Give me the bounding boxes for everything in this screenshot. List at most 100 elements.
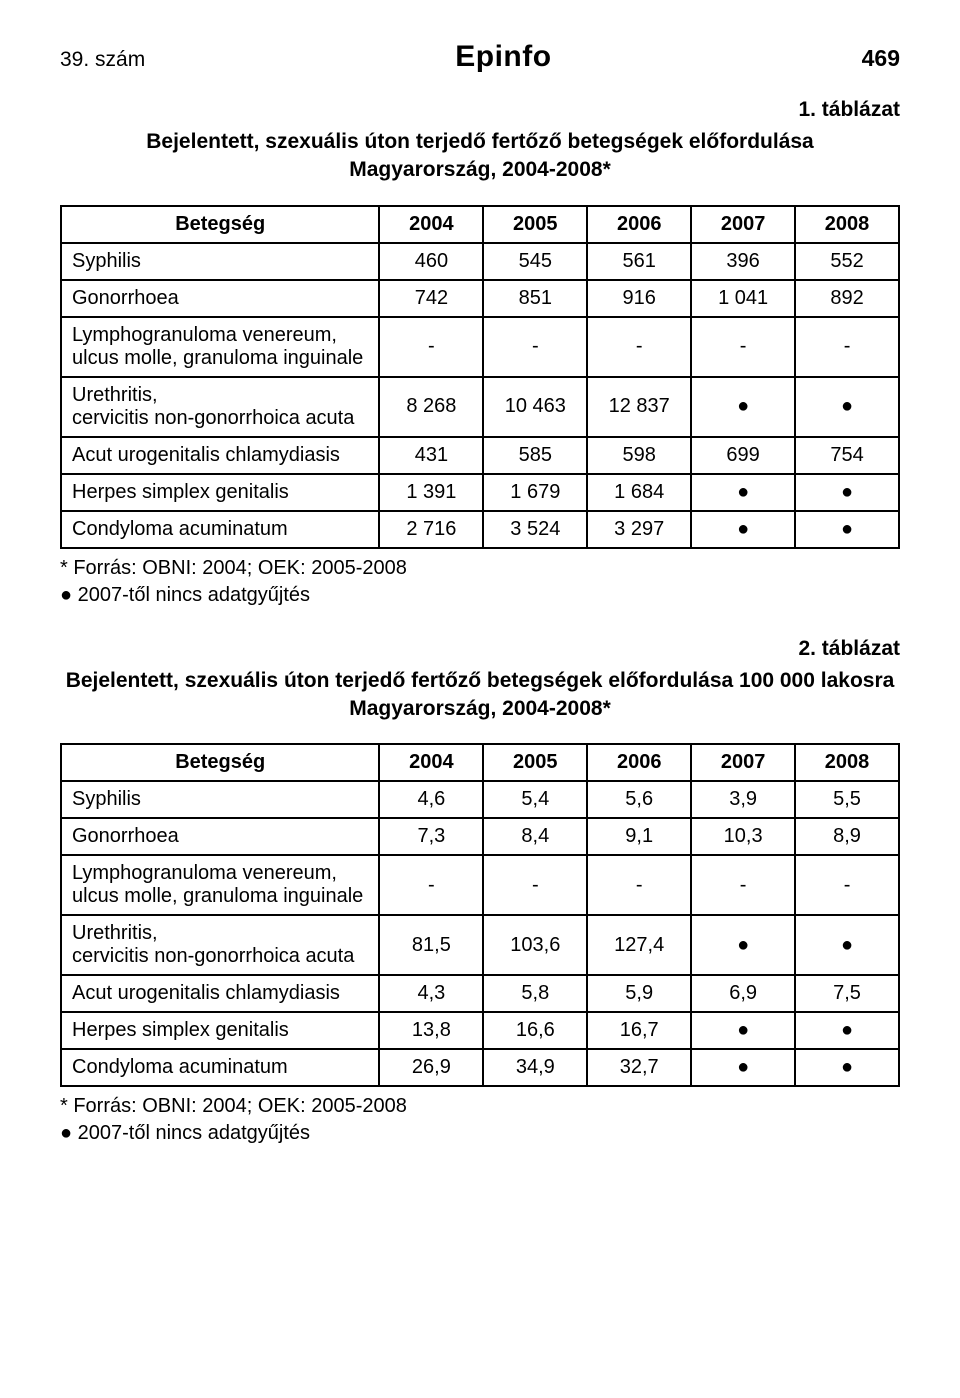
table-row: Gonorrhoea7,38,49,110,38,9	[61, 818, 899, 855]
row-value: -	[691, 317, 795, 377]
row-value: ●	[795, 1049, 899, 1086]
row-value: 552	[795, 243, 899, 280]
row-value: 9,1	[587, 818, 691, 855]
row-value: 396	[691, 243, 795, 280]
row-value: ●	[691, 915, 795, 975]
table1-footnote-line1: * Forrás: OBNI: 2004; OEK: 2005-2008	[60, 555, 900, 582]
row-value: 12 837	[587, 377, 691, 437]
row-value: 34,9	[483, 1049, 587, 1086]
row-value: -	[795, 317, 899, 377]
row-value: 754	[795, 437, 899, 474]
table2: Betegség 2004 2005 2006 2007 2008 Syphil…	[60, 743, 900, 1087]
row-label: Urethritis,cervicitis non-gonorrhoica ac…	[61, 915, 379, 975]
row-value: 103,6	[483, 915, 587, 975]
row-value: -	[379, 317, 483, 377]
row-label: Gonorrhoea	[61, 280, 379, 317]
row-value: 699	[691, 437, 795, 474]
row-value: 916	[587, 280, 691, 317]
row-label: Acut urogenitalis chlamydiasis	[61, 975, 379, 1012]
row-value: 5,4	[483, 781, 587, 818]
row-value: ●	[795, 511, 899, 548]
row-value: 2 716	[379, 511, 483, 548]
table1-col-betegseg: Betegség	[61, 206, 379, 243]
row-value: ●	[795, 474, 899, 511]
row-value: 545	[483, 243, 587, 280]
row-value: ●	[691, 474, 795, 511]
table-row: Syphilis4,65,45,63,95,5	[61, 781, 899, 818]
table2-col-2004: 2004	[379, 744, 483, 781]
row-value: ●	[691, 1049, 795, 1086]
row-value: 8,9	[795, 818, 899, 855]
table-row: Herpes simplex genitalis13,816,616,7●●	[61, 1012, 899, 1049]
row-value: 10,3	[691, 818, 795, 855]
row-label: Urethritis,cervicitis non-gonorrhoica ac…	[61, 377, 379, 437]
header-issue-number: 39. szám	[60, 48, 145, 72]
row-value: 742	[379, 280, 483, 317]
row-value: -	[691, 855, 795, 915]
row-value: ●	[795, 915, 899, 975]
row-label: Gonorrhoea	[61, 818, 379, 855]
row-value: -	[483, 855, 587, 915]
table1-footnote: * Forrás: OBNI: 2004; OEK: 2005-2008 ● 2…	[60, 555, 900, 609]
row-value: 4,3	[379, 975, 483, 1012]
row-value: 1 391	[379, 474, 483, 511]
row-value: ●	[795, 377, 899, 437]
row-value: 7,5	[795, 975, 899, 1012]
page-header: 39. szám Epinfo 469	[60, 40, 900, 74]
row-value: 1 041	[691, 280, 795, 317]
table2-subtitle-line1: Bejelentett, szexuális úton terjedő fert…	[66, 669, 895, 692]
row-value: 5,6	[587, 781, 691, 818]
table1-subtitle-line2: Magyarország, 2004-2008*	[349, 158, 611, 181]
row-value: 561	[587, 243, 691, 280]
row-value: 3 524	[483, 511, 587, 548]
row-value: 10 463	[483, 377, 587, 437]
row-value: 6,9	[691, 975, 795, 1012]
table-row: Syphilis460545561396552	[61, 243, 899, 280]
table1-subtitle-line1: Bejelentett, szexuális úton terjedő fert…	[146, 130, 814, 153]
row-label: Herpes simplex genitalis	[61, 474, 379, 511]
header-title-epinfo: Epinfo	[455, 40, 551, 74]
row-value: 5,9	[587, 975, 691, 1012]
table-row: Urethritis,cervicitis non-gonorrhoica ac…	[61, 915, 899, 975]
table2-col-2007: 2007	[691, 744, 795, 781]
table-row: Acut urogenitalis chlamydiasis4315855986…	[61, 437, 899, 474]
table2-subtitle-line2: Magyarország, 2004-2008*	[349, 697, 611, 720]
table1-col-2004: 2004	[379, 206, 483, 243]
table2-col-2006: 2006	[587, 744, 691, 781]
header-page-number: 469	[862, 45, 900, 72]
row-value: 32,7	[587, 1049, 691, 1086]
row-value: 16,7	[587, 1012, 691, 1049]
row-value: 8 268	[379, 377, 483, 437]
row-label: Syphilis	[61, 781, 379, 818]
row-value: 460	[379, 243, 483, 280]
table-row: Gonorrhoea7428519161 041892	[61, 280, 899, 317]
table-row: Herpes simplex genitalis1 3911 6791 684●…	[61, 474, 899, 511]
row-value: 431	[379, 437, 483, 474]
table1-subtitle: Bejelentett, szexuális úton terjedő fert…	[60, 128, 900, 185]
table2-subtitle: Bejelentett, szexuális úton terjedő fert…	[60, 667, 900, 724]
row-value: 13,8	[379, 1012, 483, 1049]
table-row: Acut urogenitalis chlamydiasis4,35,85,96…	[61, 975, 899, 1012]
row-value: -	[379, 855, 483, 915]
table1-col-2005: 2005	[483, 206, 587, 243]
row-value: ●	[691, 377, 795, 437]
row-value: ●	[691, 511, 795, 548]
row-value: 16,6	[483, 1012, 587, 1049]
table1: Betegség 2004 2005 2006 2007 2008 Syphil…	[60, 205, 900, 549]
row-value: 26,9	[379, 1049, 483, 1086]
table1-col-2007: 2007	[691, 206, 795, 243]
table2-col-betegseg: Betegség	[61, 744, 379, 781]
row-value: 1 684	[587, 474, 691, 511]
table2-header-row: Betegség 2004 2005 2006 2007 2008	[61, 744, 899, 781]
row-value: ●	[691, 1012, 795, 1049]
row-value: 4,6	[379, 781, 483, 818]
row-value: 1 679	[483, 474, 587, 511]
row-value: 598	[587, 437, 691, 474]
row-value: -	[587, 855, 691, 915]
row-label: Syphilis	[61, 243, 379, 280]
table1-footnote-line2: ● 2007-től nincs adatgyűjtés	[60, 582, 900, 609]
row-value: -	[483, 317, 587, 377]
table1-body: Syphilis460545561396552Gonorrhoea7428519…	[61, 243, 899, 548]
row-value: 8,4	[483, 818, 587, 855]
row-value: 5,8	[483, 975, 587, 1012]
